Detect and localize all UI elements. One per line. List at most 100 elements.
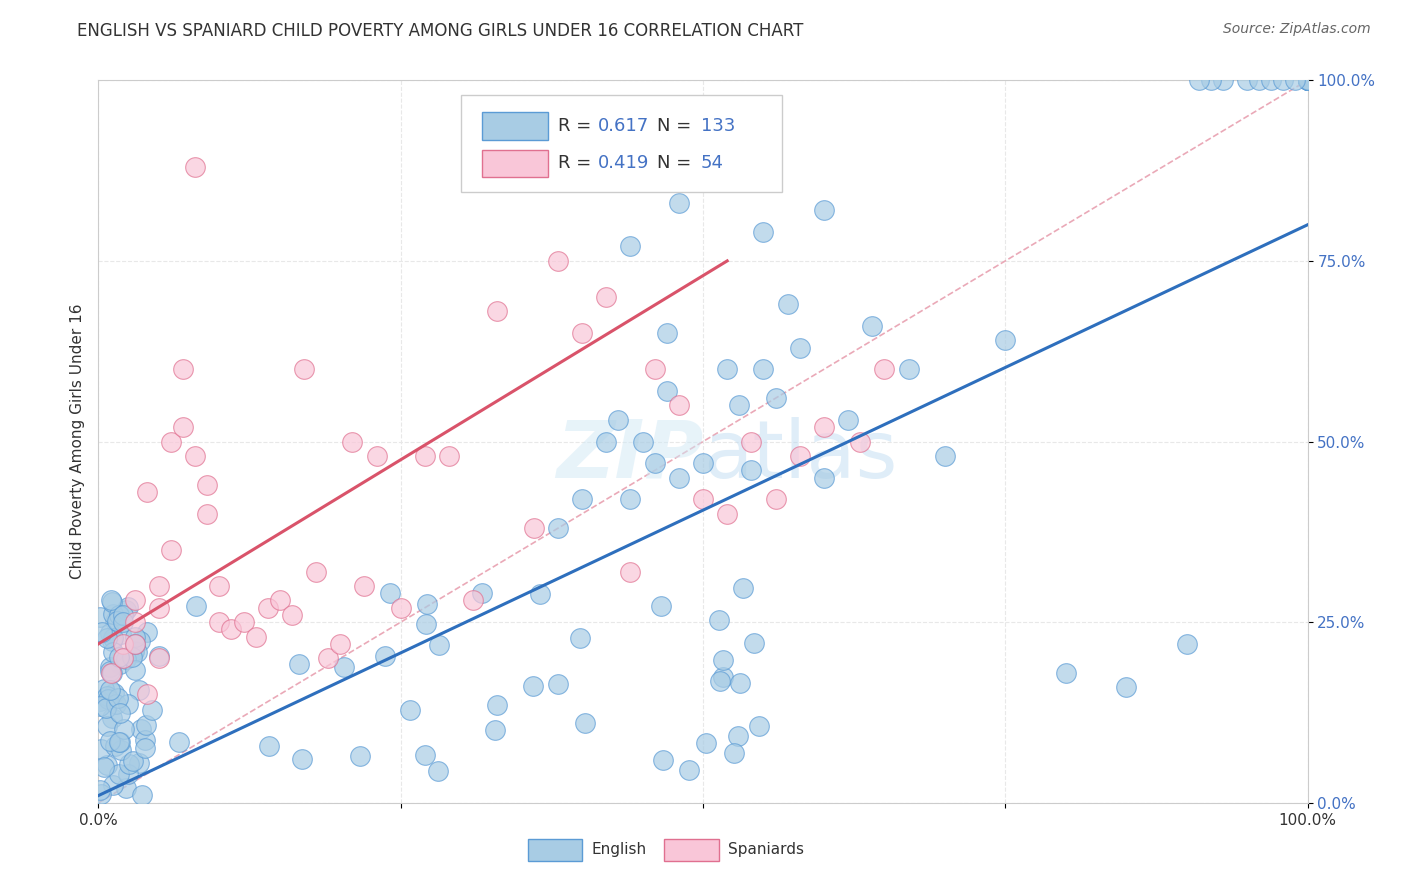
English [121,754,143,768]
English [547,521,569,535]
English [90,787,112,801]
English [117,600,139,615]
English [100,595,122,609]
Spaniards [245,630,267,644]
English [994,334,1017,348]
English [1236,73,1258,87]
English [1296,73,1319,87]
English [728,398,751,412]
FancyBboxPatch shape [527,838,582,861]
Y-axis label: Child Poverty Among Girls Under 16: Child Poverty Among Girls Under 16 [69,304,84,579]
English [184,599,207,614]
English [742,635,765,649]
English [89,698,111,713]
English [108,649,131,664]
English [695,736,717,750]
English [349,748,371,763]
English [107,607,129,622]
English [134,741,156,756]
Spaniards [172,362,194,376]
English [110,627,132,641]
English [148,649,170,664]
Spaniards [873,362,896,376]
English [89,694,111,708]
Spaniards [813,420,835,434]
English [631,434,654,449]
English [595,434,617,449]
English [678,763,700,777]
English [96,758,118,772]
English [104,697,127,711]
Spaniards [644,362,666,376]
English [619,239,641,253]
Spaniards [232,615,254,630]
Spaniards [148,651,170,665]
English [103,686,125,700]
English [291,752,314,766]
Text: English: English [592,842,647,857]
English [1296,73,1319,87]
English [111,607,134,622]
English [776,297,799,311]
English [837,413,859,427]
English [96,631,118,645]
Spaniards [208,615,231,630]
English [378,586,401,600]
English [89,783,111,797]
English [650,599,672,613]
Text: 0.617: 0.617 [598,117,650,135]
Text: atlas: atlas [703,417,897,495]
English [574,715,596,730]
English [101,633,124,648]
FancyBboxPatch shape [664,838,718,861]
English [98,664,121,678]
English [1296,73,1319,87]
English [135,624,157,639]
English [91,624,114,639]
English [655,326,678,340]
English [655,384,678,398]
English [427,764,450,778]
English [709,613,731,627]
Spaniards [124,637,146,651]
Spaniards [208,579,231,593]
English [129,722,152,736]
English [692,160,714,174]
English [98,733,121,747]
English [1296,73,1319,87]
Text: Source: ZipAtlas.com: Source: ZipAtlas.com [1223,22,1371,37]
English [522,679,544,693]
Spaniards [437,449,460,463]
English [117,697,139,711]
Spaniards [111,651,134,665]
English [813,470,835,484]
English [108,767,131,781]
English [103,645,125,659]
English [111,615,134,630]
Spaniards [160,542,183,557]
English [373,648,395,663]
English [471,585,494,599]
English [1296,73,1319,87]
English [93,760,115,774]
Spaniards [148,579,170,593]
English [124,663,146,677]
Text: 54: 54 [700,154,724,172]
Spaniards [292,362,315,376]
English [101,631,124,645]
English [547,677,569,691]
English [607,413,630,427]
Text: ENGLISH VS SPANIARD CHILD POVERTY AMONG GIRLS UNDER 16 CORRELATION CHART: ENGLISH VS SPANIARD CHILD POVERTY AMONG … [77,22,804,40]
English [1296,73,1319,87]
English [1249,73,1271,87]
Spaniards [256,600,278,615]
Text: 133: 133 [700,117,735,135]
English [1296,73,1319,87]
English [711,653,734,667]
English [332,660,354,674]
English [619,492,641,507]
Text: 0.419: 0.419 [598,154,650,172]
English [1296,73,1319,87]
English [128,756,150,771]
Text: N =: N = [657,117,697,135]
